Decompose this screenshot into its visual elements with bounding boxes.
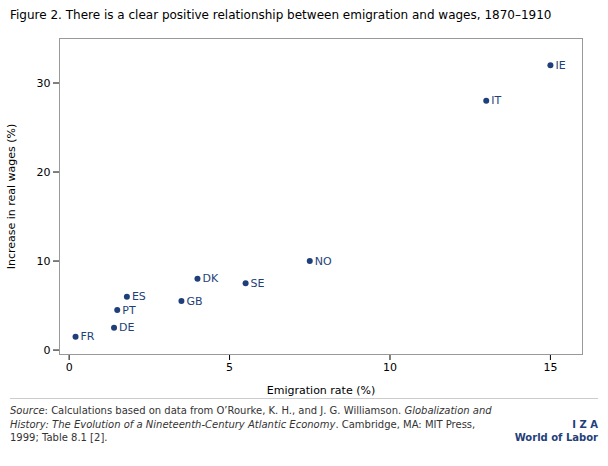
svg-text:DK: DK — [202, 272, 218, 285]
html-text:World of Labor: World of Labor — [514, 432, 598, 443]
svg-text:FR: FR — [81, 330, 95, 343]
svg-text:IE: IE — [555, 59, 565, 72]
svg-text:0: 0 — [66, 361, 73, 374]
svg-text:SE: SE — [251, 277, 265, 290]
svg-text:20: 20 — [37, 166, 51, 179]
svg-text:GB: GB — [186, 295, 202, 308]
svg-text:Increase in real wages (%): Increase in real wages (%) — [5, 124, 18, 270]
svg-text:DE: DE — [119, 321, 134, 334]
svg-text:5: 5 — [226, 361, 233, 374]
svg-text:IT: IT — [491, 94, 501, 107]
svg-text:Emigration rate (%): Emigration rate (%) — [267, 384, 375, 397]
svg-text:10: 10 — [383, 361, 397, 374]
svg-text:NO: NO — [315, 255, 332, 268]
html-text:I Z A: I Z A — [572, 418, 598, 430]
svg-text:10: 10 — [37, 255, 51, 268]
svg-text:30: 30 — [37, 77, 51, 90]
svg-text:0: 0 — [44, 344, 51, 357]
svg-text:15: 15 — [543, 361, 557, 374]
html-text:Source: Calculations based on: Source: Calculations based on data from … — [10, 405, 492, 443]
svg-text:PT: PT — [122, 304, 136, 317]
html-text:Figure 2. There is a clear pos: Figure 2. There is a clear positive rela… — [10, 8, 552, 22]
svg-text:ES: ES — [132, 290, 146, 303]
